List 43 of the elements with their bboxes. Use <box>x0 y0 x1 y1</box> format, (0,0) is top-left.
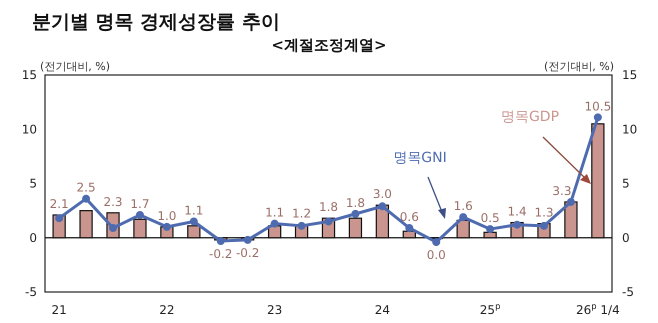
data-label: 0.0 <box>426 248 446 262</box>
data-label: -0.2 <box>236 246 260 260</box>
y-tick-label: 0 <box>29 230 37 245</box>
data-label: 0.5 <box>480 211 500 226</box>
data-label: 1.8 <box>346 196 365 210</box>
data-label: 0.6 <box>400 210 419 224</box>
data-label: 2.5 <box>76 180 96 195</box>
y2-tick-label: 10 <box>622 122 638 136</box>
text: 명목GDP <box>500 109 560 125</box>
text: 명목GNI <box>393 150 447 166</box>
data-label: 1.3 <box>534 206 554 220</box>
data-label: 3.3 <box>552 184 572 198</box>
y-tick-label: 15 <box>22 68 37 82</box>
y-tick-label: 5 <box>29 176 37 191</box>
x-tick-label: 21 <box>52 303 67 317</box>
data-label: 1.8 <box>318 200 338 214</box>
data-label: 3.0 <box>372 187 392 202</box>
data-label: 1.6 <box>454 199 473 214</box>
data-label: 1.0 <box>157 208 176 223</box>
y-axis-title: (전기대비, %) <box>40 60 110 73</box>
chart-subtitle: <계절조정계열> <box>271 36 387 54</box>
data-label: 2.3 <box>103 194 123 209</box>
x-tick-label: 25$^{p}$ <box>480 301 500 317</box>
x-tick-label: 24 <box>374 303 390 317</box>
y2-tick-label: 15 <box>622 68 638 82</box>
data-label: 1.2 <box>292 206 312 221</box>
y-tick-label: -5 <box>25 285 37 300</box>
data-label: 1.1 <box>265 206 284 220</box>
y2-axis-title: (전기대비, %) <box>544 60 614 73</box>
x-tick-label: 23 <box>266 303 282 317</box>
x-tick-label: 26$^{p}$ 1/4 <box>576 301 620 317</box>
data-label: -0.2 <box>209 247 232 262</box>
y2-tick-label: -5 <box>622 285 634 300</box>
data-label: 10.5 <box>584 99 612 114</box>
y-tick-label: 10 <box>22 122 37 136</box>
chart-title: 분기별 명목 경제성장률 추이 <box>32 11 280 33</box>
data-label: 1.7 <box>130 196 150 211</box>
y2-tick-label: 5 <box>622 176 630 191</box>
x-tick-label: 22 <box>159 303 175 317</box>
data-label: 1.4 <box>508 204 527 219</box>
data-label: 2.1 <box>50 196 69 211</box>
data-label: 1.1 <box>184 203 204 218</box>
y2-tick-label: 0 <box>622 230 630 245</box>
